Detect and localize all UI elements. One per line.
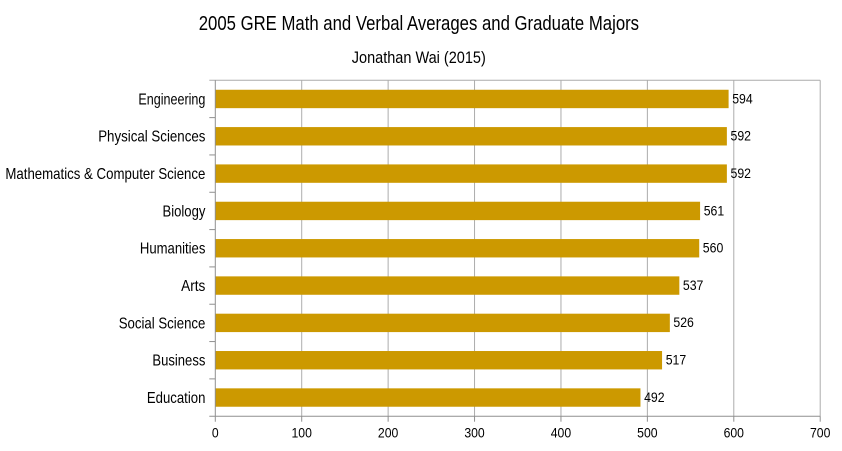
svg-text:592: 592: [731, 129, 752, 144]
svg-text:Mathematics & Computer Science: Mathematics & Computer Science: [5, 166, 205, 183]
svg-text:Social Science: Social Science: [119, 315, 206, 332]
svg-text:500: 500: [637, 425, 658, 440]
svg-text:594: 594: [732, 91, 753, 106]
svg-text:0: 0: [212, 425, 219, 440]
svg-text:700: 700: [810, 425, 831, 440]
svg-text:Physical Sciences: Physical Sciences: [98, 129, 205, 146]
svg-text:592: 592: [731, 166, 752, 181]
svg-text:517: 517: [666, 353, 687, 368]
svg-text:200: 200: [378, 425, 399, 440]
svg-text:2005 GRE Math and Verbal Avera: 2005 GRE Math and Verbal Averages and Gr…: [199, 13, 639, 35]
svg-text:Humanities: Humanities: [140, 241, 206, 258]
svg-text:Business: Business: [152, 353, 205, 370]
svg-text:400: 400: [551, 425, 572, 440]
svg-text:561: 561: [704, 203, 725, 218]
svg-text:560: 560: [703, 241, 724, 256]
svg-text:526: 526: [673, 315, 694, 330]
svg-text:537: 537: [683, 278, 704, 293]
svg-text:Education: Education: [147, 390, 206, 407]
svg-text:300: 300: [464, 425, 485, 440]
svg-text:492: 492: [644, 390, 665, 405]
svg-text:Engineering: Engineering: [138, 91, 205, 108]
svg-text:Biology: Biology: [163, 203, 206, 220]
svg-text:100: 100: [292, 425, 313, 440]
svg-text:Jonathan Wai (2015): Jonathan Wai (2015): [352, 49, 486, 67]
svg-text:600: 600: [724, 425, 745, 440]
svg-text:Arts: Arts: [181, 278, 205, 295]
